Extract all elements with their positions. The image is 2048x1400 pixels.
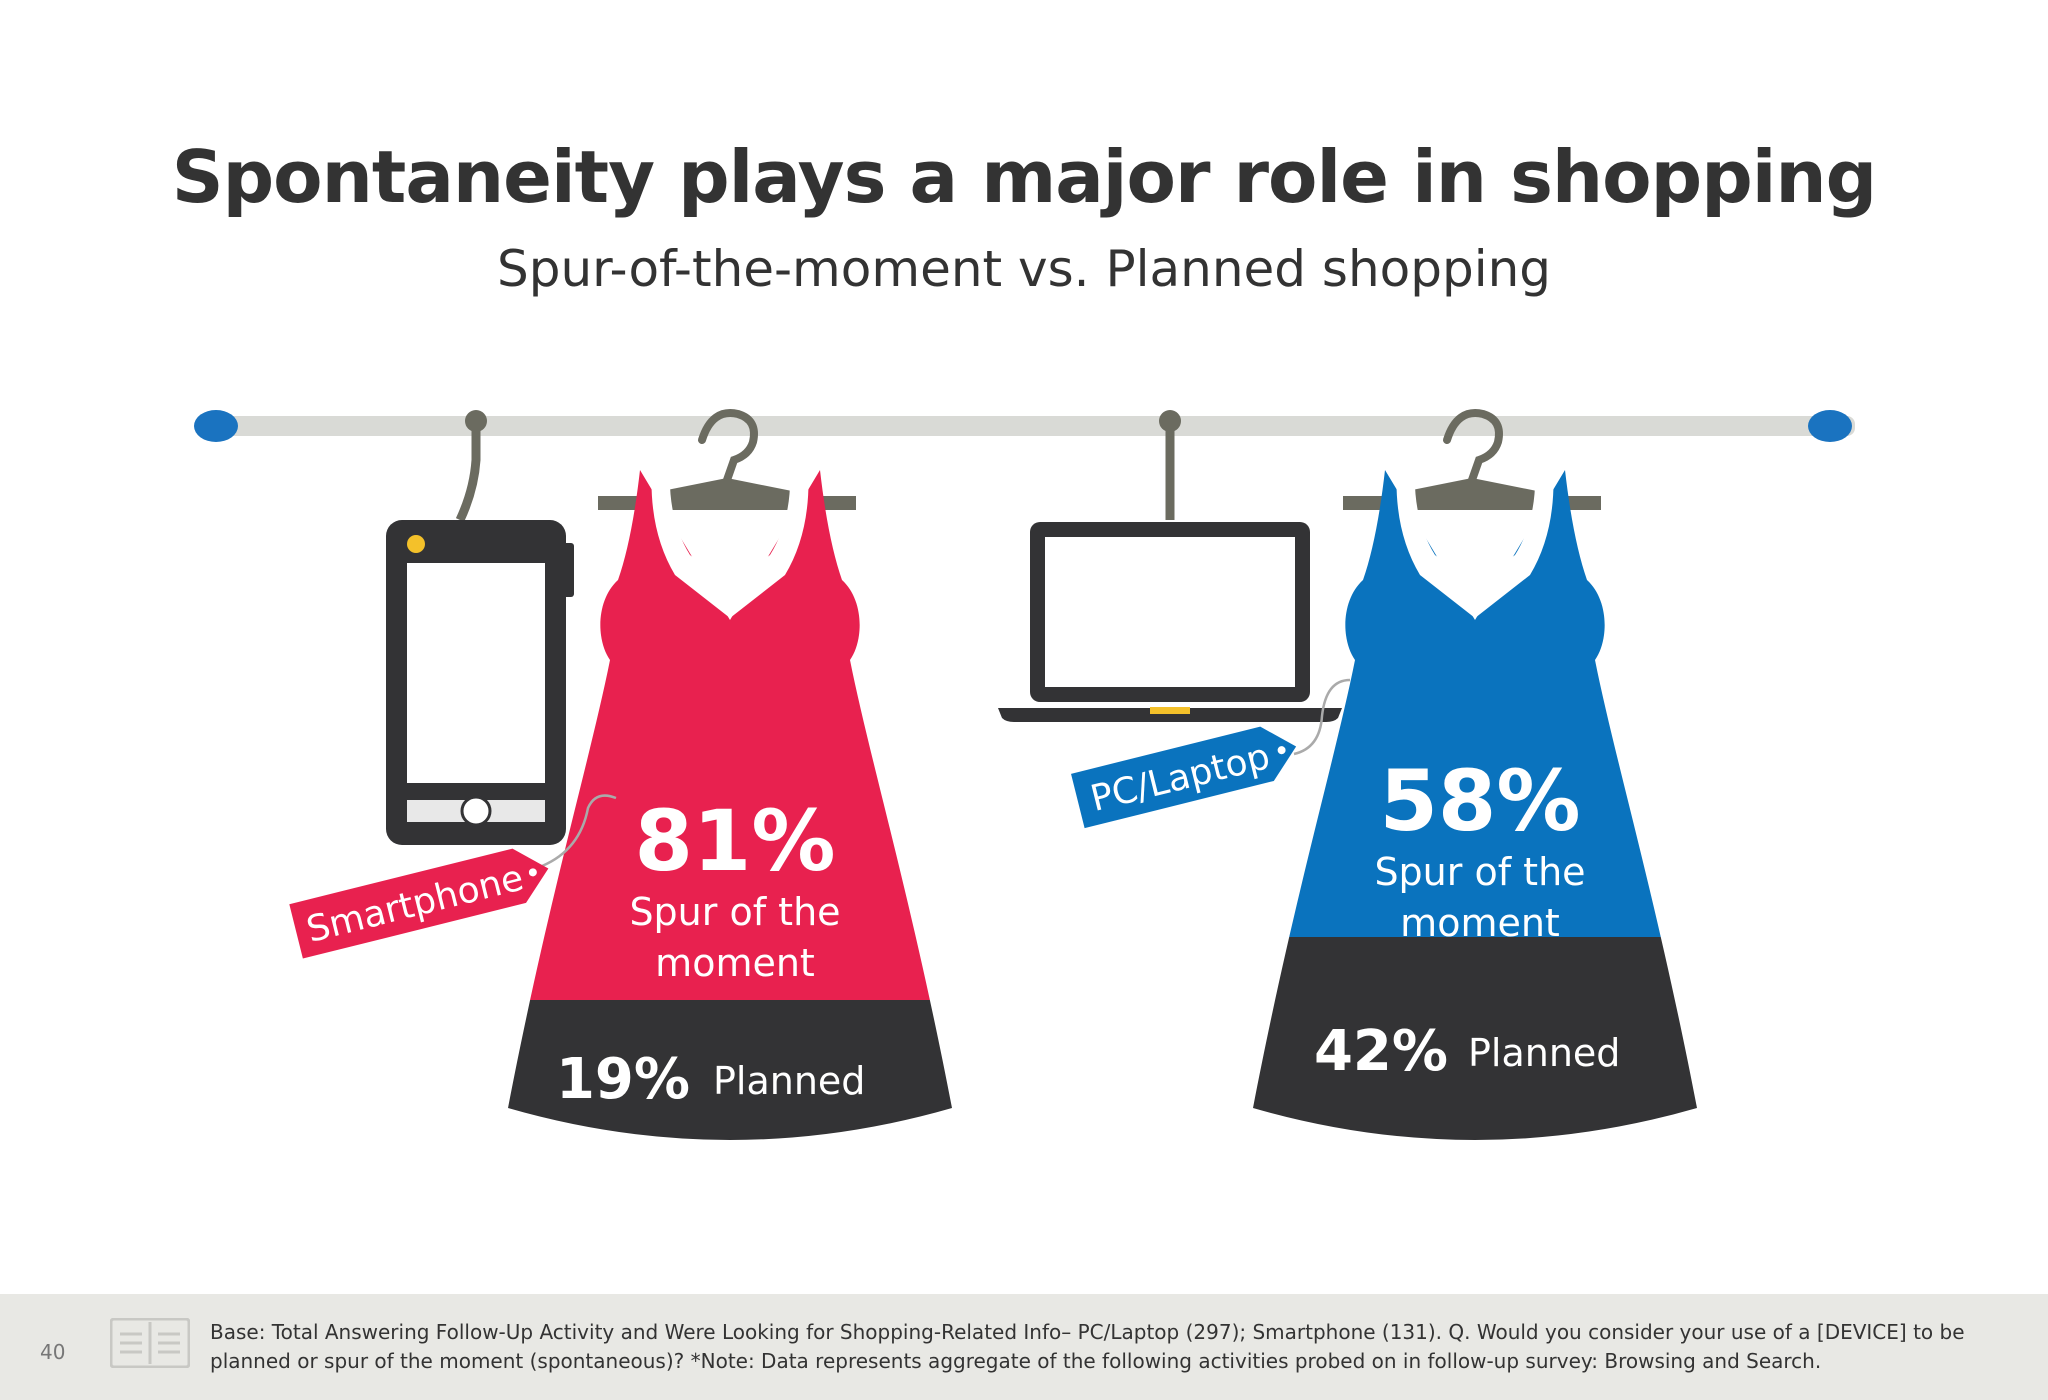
laptop-planned-label: Planned [1468,1031,1620,1075]
smartphone-planned-label: Planned [713,1059,865,1103]
illustration: Smartphone PC/Laptop 81% Spur of the mom… [194,409,1855,1140]
dress-planned-band [508,1000,952,1140]
laptop-icon [998,410,1342,722]
laptop-tag: PC/Laptop [1071,726,1297,829]
laptop-spur-label-2: moment [1400,901,1560,945]
smartphone-planned-value: 19% [556,1047,690,1112]
smartphone-tag-label: Smartphone [303,858,528,951]
laptop-spur-value: 58% [1379,752,1580,850]
dress-planned-band [1253,937,1697,1140]
book-icon [110,1318,190,1368]
smartphone-tag: Smartphone [289,848,549,959]
footnote-line-1: Base: Total Answering Follow-Up Activity… [210,1320,1965,1344]
clothes-rail [194,410,1855,442]
footnote: Base: Total Answering Follow-Up Activity… [210,1318,2000,1376]
laptop-planned-value: 42% [1314,1019,1448,1084]
rail-end-left [194,410,238,442]
laptop-spur-label-1: Spur of the [1374,850,1585,894]
rail-end-right [1808,410,1852,442]
page-subtitle: Spur-of-the-moment vs. Planned shopping [496,240,1552,298]
page-number: 40 [40,1340,66,1364]
smartphone-spur-label-2: moment [655,941,815,985]
footnote-line-2: planned or spur of the moment (spontaneo… [210,1349,1822,1373]
smartphone-spur-label-1: Spur of the [629,890,840,934]
smartphone-icon [386,410,574,845]
footer-bar [0,1294,2048,1400]
page-title: Spontaneity plays a major role in shoppi… [171,135,1877,219]
smartphone-spur-value: 81% [634,792,835,890]
